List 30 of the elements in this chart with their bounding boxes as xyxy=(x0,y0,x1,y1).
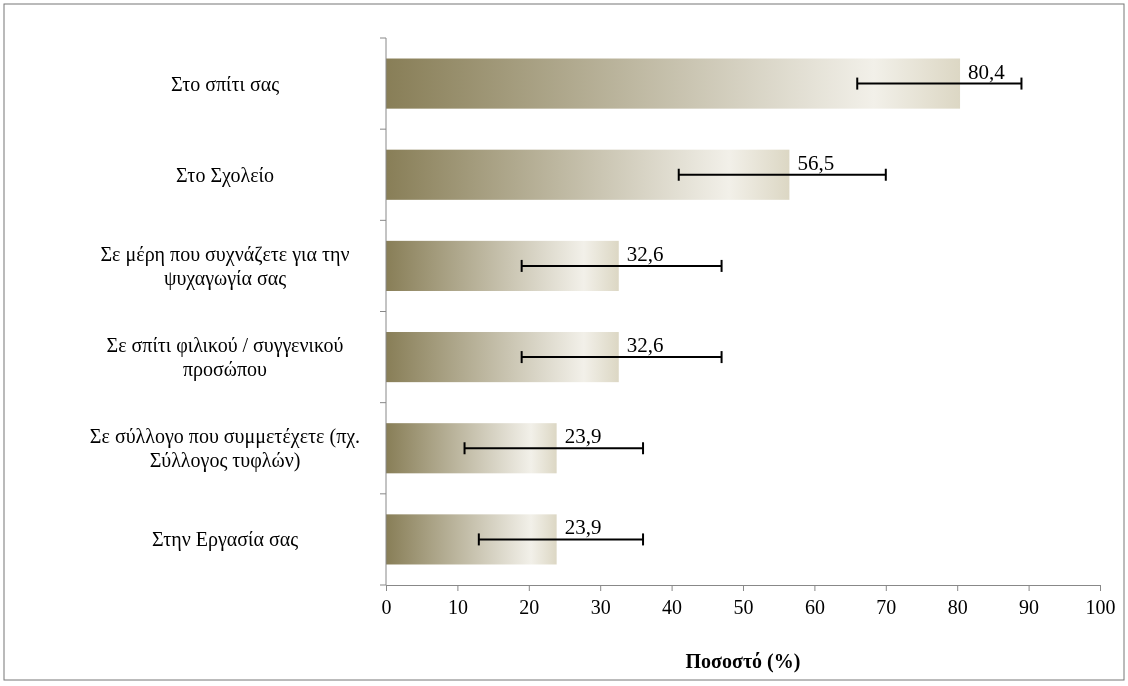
x-tick-label: 20 xyxy=(519,596,540,618)
data-label: 23,9 xyxy=(564,424,602,449)
bar xyxy=(386,332,619,383)
x-tick-label: 70 xyxy=(876,596,897,618)
x-tick-label: 50 xyxy=(733,596,754,618)
x-tick-label: 80 xyxy=(947,596,968,618)
y-tick-label: Σε μέρη που συχνάζετε για την ψυχαγωγία σας xyxy=(100,242,350,290)
y-tick-label: Στο σπίτι σας xyxy=(170,72,280,95)
x-tick-label: 0 xyxy=(381,596,392,618)
x-tick-label: 30 xyxy=(590,596,611,618)
y-tick-label: Στην Εργασία σας xyxy=(151,528,299,552)
data-label: 56,5 xyxy=(797,150,835,175)
x-axis-title: Ποσοστό (%) xyxy=(685,650,801,673)
x-tick-label: 60 xyxy=(804,596,825,618)
y-tick-label: Στο Σχολείο xyxy=(176,163,274,187)
data-label: 32,6 xyxy=(626,241,664,266)
bar xyxy=(386,149,790,200)
data-label: 80,4 xyxy=(968,59,1006,84)
x-tick-label: 90 xyxy=(1019,596,1040,618)
x-tick-label: 40 xyxy=(662,596,683,618)
y-tick-label: Σε σπίτι φιλικού / συγγενικού προσώπου xyxy=(106,334,344,382)
bar xyxy=(386,423,557,474)
bar xyxy=(386,58,961,109)
data-label: 23,9 xyxy=(564,515,602,540)
y-tick-label: Σε σύλλογο που συμμετέχετε (πχ. Σύλλογος τυφλών) xyxy=(89,425,361,473)
bar xyxy=(386,240,619,291)
x-tick-label: 100 xyxy=(1085,596,1116,618)
x-tick-label: 10 xyxy=(447,596,468,618)
data-label: 32,6 xyxy=(626,333,664,358)
bar xyxy=(386,514,557,565)
